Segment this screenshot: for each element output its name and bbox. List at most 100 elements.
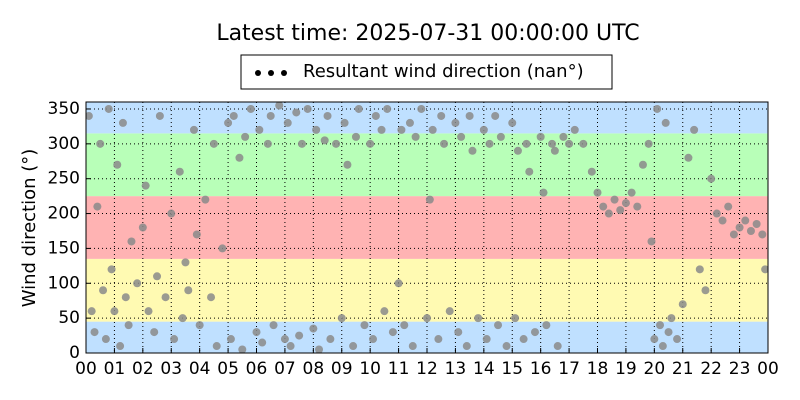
point (266, 111, 275, 120)
point (434, 335, 443, 344)
point (479, 125, 488, 134)
point (153, 272, 162, 281)
x-tick-label: 15 (501, 359, 523, 379)
x-tick-label: 16 (530, 359, 552, 379)
point (297, 139, 306, 148)
x-tick-label: 18 (587, 359, 609, 379)
point (695, 265, 704, 274)
y-tick-label: 300 (48, 134, 80, 154)
point (133, 279, 142, 288)
point (454, 328, 463, 337)
point (411, 132, 420, 141)
point (283, 118, 292, 127)
point (661, 118, 670, 127)
x-tick-label: 11 (388, 359, 410, 379)
point (90, 328, 99, 337)
point (701, 286, 710, 295)
point (644, 139, 653, 148)
point (673, 335, 682, 344)
point (451, 118, 460, 127)
point (724, 202, 733, 211)
point (417, 104, 426, 113)
x-tick-label: 03 (160, 359, 182, 379)
point (258, 338, 267, 347)
point (508, 118, 517, 127)
x-tick-label: 08 (303, 359, 325, 379)
point (741, 216, 750, 225)
x-tick-label: 02 (132, 359, 154, 379)
point (209, 139, 218, 148)
x-tick-label: 17 (558, 359, 580, 379)
point (550, 146, 559, 155)
x-tick-label: 12 (416, 359, 438, 379)
y-tick-label: 50 (58, 308, 80, 328)
y-tick-label: 150 (48, 238, 80, 258)
point (513, 146, 522, 155)
point (371, 111, 380, 120)
point (226, 335, 235, 344)
y-tick-label: 250 (48, 169, 80, 189)
legend-marker (281, 70, 287, 76)
point (192, 230, 201, 239)
point (599, 202, 608, 211)
point (295, 331, 304, 340)
point (445, 307, 454, 316)
y-tick-label: 0 (69, 343, 80, 363)
point (332, 139, 341, 148)
point (369, 335, 378, 344)
point (653, 104, 662, 113)
point (548, 139, 557, 148)
point (388, 328, 397, 337)
point (238, 345, 247, 353)
point (155, 111, 164, 120)
point (292, 108, 301, 117)
point (462, 342, 471, 351)
point (303, 104, 312, 113)
point (138, 223, 147, 232)
legend: Resultant wind direction (nan°) (240, 54, 613, 90)
point (184, 286, 193, 295)
x-tick-label: 07 (274, 359, 296, 379)
point (491, 111, 500, 120)
point (366, 139, 375, 148)
point (604, 209, 613, 218)
point (656, 321, 665, 330)
point (286, 342, 295, 351)
x-tick-label: 09 (331, 359, 353, 379)
point (621, 199, 630, 208)
point (440, 139, 449, 148)
point (650, 335, 659, 344)
point (275, 102, 284, 110)
point (394, 279, 403, 288)
point (408, 342, 417, 351)
x-tick-label: 06 (246, 359, 268, 379)
point (658, 342, 667, 351)
point (397, 125, 406, 134)
point (87, 307, 96, 316)
points (86, 102, 768, 353)
point (116, 342, 125, 351)
point (195, 321, 204, 330)
point (522, 139, 531, 148)
point (579, 139, 588, 148)
point (474, 314, 483, 323)
point (457, 132, 466, 141)
point (647, 237, 656, 246)
point (113, 160, 122, 169)
point (525, 167, 534, 176)
point (690, 125, 699, 134)
x-tick-label: 21 (672, 359, 694, 379)
y-tick-label: 350 (48, 99, 80, 119)
point (93, 202, 102, 211)
point (280, 335, 289, 344)
point (86, 111, 93, 120)
point (536, 132, 545, 141)
point (667, 314, 676, 323)
point (360, 321, 369, 330)
point (570, 125, 579, 134)
point (494, 321, 503, 330)
point (269, 321, 278, 330)
x-tick-label: 20 (644, 359, 666, 379)
point (99, 286, 108, 295)
point (559, 132, 568, 141)
